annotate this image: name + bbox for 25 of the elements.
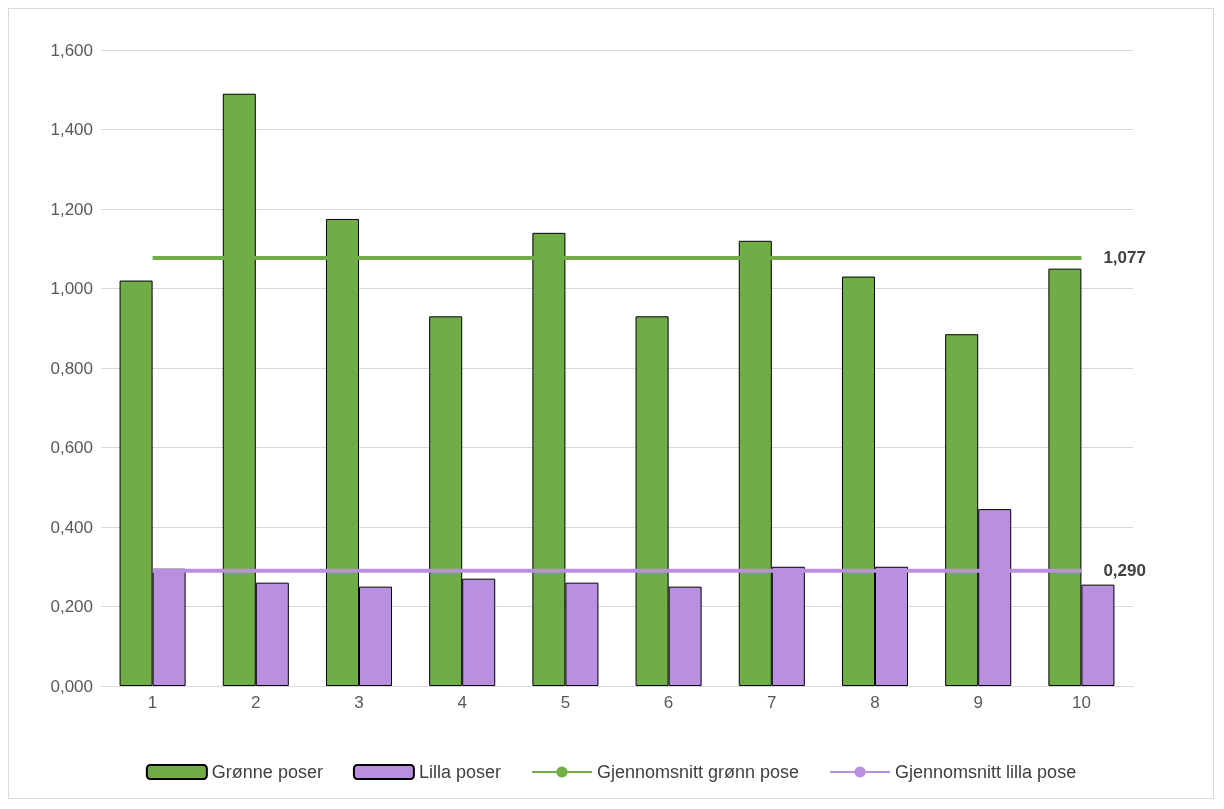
legend-label: Gjennomsnitt lilla pose bbox=[895, 762, 1077, 782]
x-tick-label: 5 bbox=[560, 693, 571, 712]
x-tick-label: 1 bbox=[147, 693, 158, 712]
x-tick-label: 8 bbox=[870, 693, 880, 712]
y-tick-label: 0,000 bbox=[50, 676, 93, 696]
y-tick-label: 0,400 bbox=[50, 517, 93, 537]
legend-label: Grønne poser bbox=[211, 762, 323, 782]
y-tick-label: 0,600 bbox=[50, 438, 93, 457]
y-tick-label: 1,200 bbox=[50, 199, 93, 219]
y-tick-label: 1,600 bbox=[50, 40, 93, 60]
data-label: 1,077 bbox=[1103, 248, 1146, 268]
legend-label: Lilla poser bbox=[418, 762, 501, 782]
y-tick-label: 1,000 bbox=[50, 279, 93, 298]
x-tick-label: 10 bbox=[1071, 693, 1091, 712]
y-tick-label: 0,200 bbox=[50, 597, 93, 616]
x-tick-label: 3 bbox=[354, 693, 364, 712]
x-tick-label: 9 bbox=[973, 693, 983, 712]
x-tick-label: 7 bbox=[767, 693, 777, 712]
x-tick-label: 2 bbox=[251, 693, 261, 712]
x-tick-label: 4 bbox=[457, 693, 467, 712]
x-tick-label: 6 bbox=[663, 693, 674, 712]
y-tick-label: 1,400 bbox=[50, 120, 93, 139]
y-tick-label: 0,800 bbox=[50, 358, 93, 378]
legend-label: Gjennomsnitt grønn pose bbox=[596, 762, 800, 782]
data-label: 0,290 bbox=[1103, 561, 1146, 581]
